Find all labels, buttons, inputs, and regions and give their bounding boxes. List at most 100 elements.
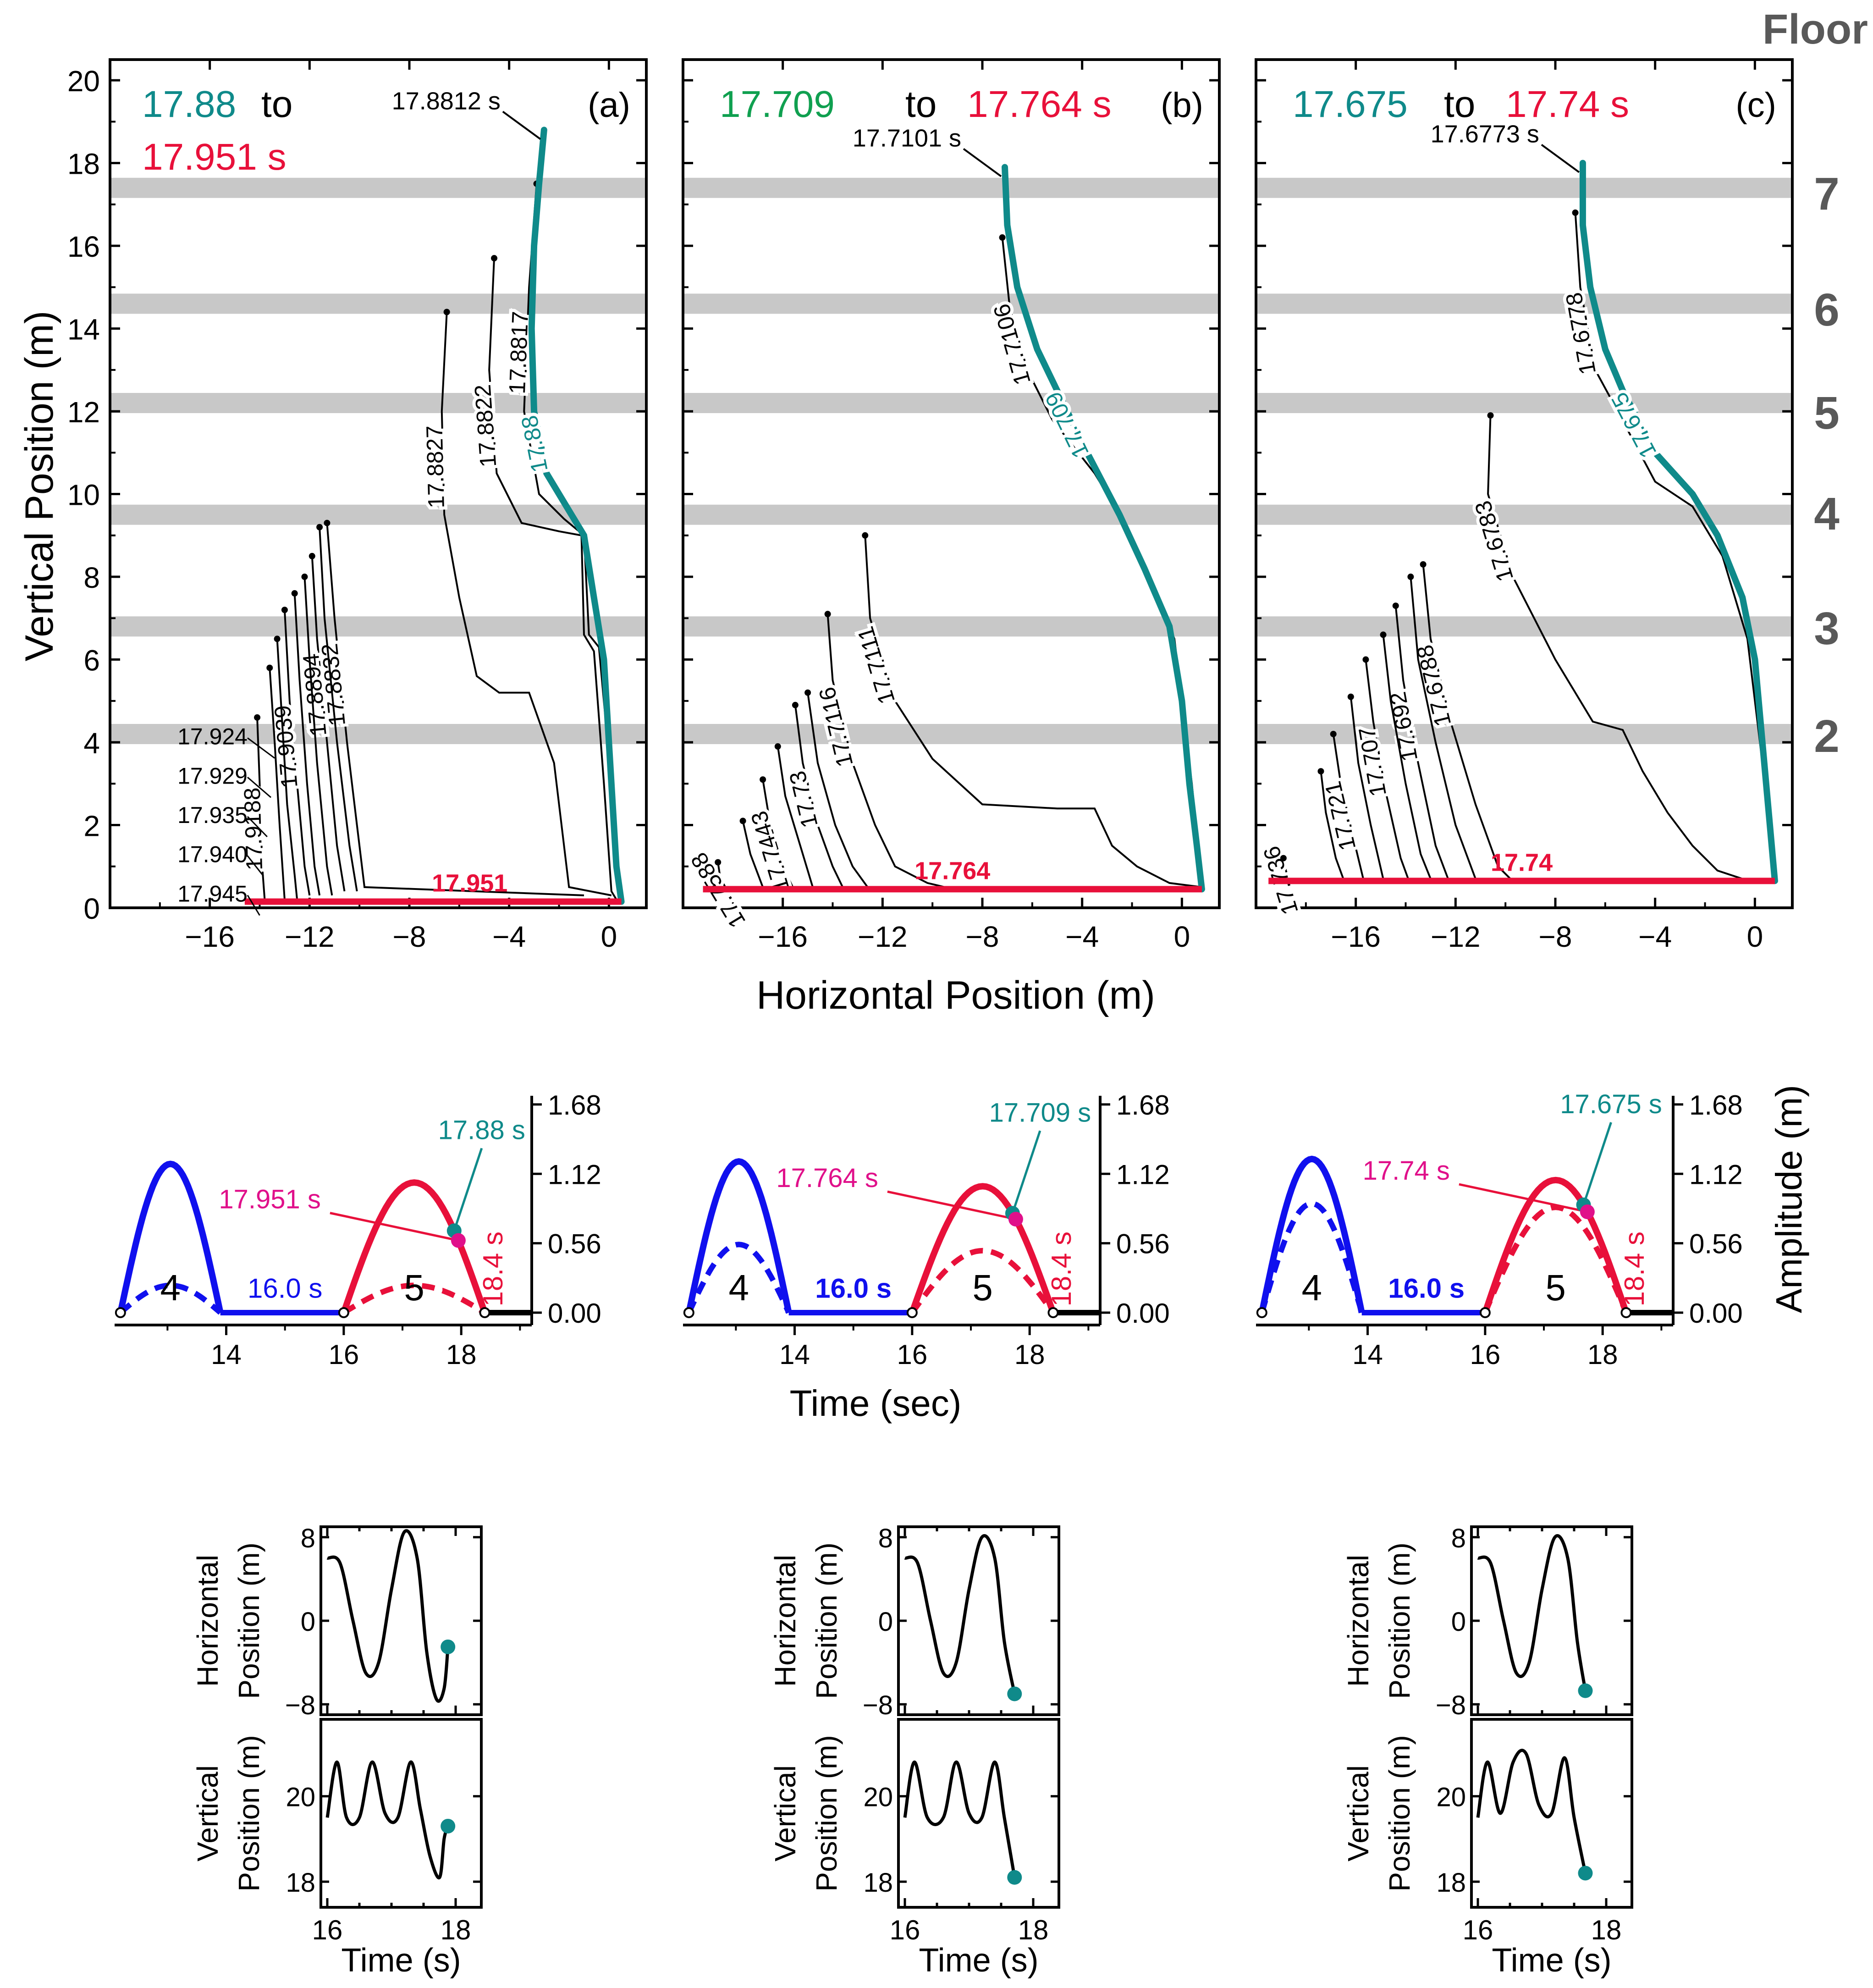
horiz-position-line: [326, 1529, 450, 1703]
trajectory-start-dot: [301, 574, 308, 580]
wave-y-tick-label: 1.68: [548, 1090, 601, 1121]
trajectory-line: [742, 821, 764, 888]
highlight-trajectory: [528, 127, 625, 905]
small-xlabel: Time (s): [919, 1942, 1038, 1979]
x-tick-label: −12: [858, 920, 908, 953]
vert-position-line: [325, 1760, 450, 1880]
trajectory-start-dot: [1280, 855, 1287, 861]
end-marker-dot: [1008, 1212, 1023, 1227]
pulse-4-dashed: [686, 1242, 792, 1314]
trajectory-line: [1487, 415, 1743, 880]
pulse-5-solid: [341, 1179, 488, 1314]
wave-x-tick-label: 16: [897, 1339, 927, 1370]
horiz-ylabel-line2: Position (m): [810, 1542, 843, 1699]
small-xlabel: Time (s): [1492, 1942, 1611, 1979]
pulse-4-solid: [685, 1158, 792, 1314]
wave-x-tick-label: 14: [1352, 1339, 1383, 1370]
x-tick-label: −8: [393, 920, 426, 953]
trajectory-line: [283, 610, 311, 896]
x-tick-label: −16: [758, 920, 808, 953]
horiz-position-line: [1477, 1534, 1587, 1691]
y-tick-label: 20: [67, 65, 100, 98]
start-marker-label: 17.88 s: [438, 1115, 525, 1145]
horiz-time-marker: [441, 1639, 456, 1654]
wave-y-tick-label: 0.56: [548, 1229, 601, 1259]
wave-x-tick-label: 18: [1587, 1339, 1618, 1370]
floor-band: [684, 723, 1218, 744]
horiz-ylabel-line1: Horizontal: [769, 1555, 802, 1687]
y-tick-label: 8: [83, 561, 100, 594]
y-tick-label: 18: [67, 148, 100, 181]
trajectory-line: [1422, 564, 1511, 880]
end-marker-leader: [1459, 1183, 1588, 1213]
pulse-endpoint: [338, 1307, 349, 1318]
pulse-gap-label: 16.0 s: [815, 1273, 892, 1304]
floor-band: [111, 504, 645, 525]
highlight-trajectory: [1579, 160, 1778, 884]
side-label-leader: [247, 777, 271, 798]
main-panel-a: −16 −12 −8 −4 00246810121416182017.881717.88…: [67, 58, 648, 953]
trajectory-start-dot: [739, 817, 746, 824]
horiz-y-tick-label: −8: [285, 1690, 315, 1720]
pulse-5-dashed: [1482, 1204, 1629, 1314]
top-label-leader: [502, 110, 541, 140]
horiz-y-tick-label: −8: [1436, 1690, 1466, 1720]
top-time-label: 17.6773 s: [1431, 121, 1539, 148]
horiz-y-tick-label: 0: [878, 1607, 893, 1637]
floor-band: [111, 177, 645, 198]
horiz-plot-frame: [897, 1525, 1060, 1716]
pulse-endpoint: [1620, 1307, 1632, 1318]
trajectory-start-dot: [281, 607, 288, 613]
highlight-trajectory: [1002, 164, 1205, 893]
trajectory-line: [1574, 212, 1776, 879]
pulse-number-5: 5: [1545, 1267, 1566, 1308]
pulse-5-dashed: [910, 1248, 1056, 1314]
wave-panel-c: 14 16 18 1.68 1.12 0.56 0.00 4 5 16.0 s 18.4 s 17.6…: [1256, 1089, 1743, 1370]
side-label-leader: [247, 855, 264, 877]
wave-y-tick-label: 0.56: [1116, 1229, 1170, 1259]
trajectory-start-dot: [862, 532, 869, 539]
wave-panel-a: 14 16 18 1.68 1.12 0.56 0.00 4 5 16.0 s 18.4 s 17.8…: [115, 1090, 601, 1370]
wave-y-tick-label: 1.12: [1689, 1159, 1743, 1190]
trajectory-start-dot: [1392, 602, 1399, 609]
trajectory-start-dot: [254, 714, 261, 721]
trajectory-label: 17.9188: [239, 787, 267, 871]
pulse-number-4: 4: [160, 1267, 181, 1308]
floor-band: [111, 616, 645, 637]
trajectory-start-dot: [1317, 768, 1324, 775]
wave-x-tick-label: 16: [1470, 1339, 1500, 1370]
pulse-endpoint: [683, 1307, 694, 1318]
x-tick-label: −12: [285, 920, 335, 953]
main-xlabel: Horizontal Position (m): [756, 973, 1155, 1017]
trajectory-start-dot: [774, 743, 781, 750]
small-x-tick-label: 16: [1463, 1915, 1493, 1945]
trajectory-label: 17.73: [784, 768, 823, 830]
trajectory-start-dot: [1407, 574, 1414, 580]
vert-ylabel-line2: Position (m): [1383, 1735, 1416, 1891]
plot-frame: [682, 58, 1221, 909]
horiz-ylabel-line1: Horizontal: [1342, 1555, 1375, 1687]
vert-plot-frame: [1470, 1718, 1633, 1909]
pulse-endpoint: [1256, 1307, 1267, 1318]
title-start-time: 17.675: [1293, 83, 1408, 125]
pulse-gap-label: 16.0 s: [248, 1273, 322, 1304]
x-tick-label: −16: [1331, 920, 1381, 953]
main-ylabel: Vertical Position (m): [17, 311, 61, 662]
pulse-endpoint: [479, 1307, 490, 1318]
top-time-label: 17.8812 s: [392, 87, 501, 115]
horiz-ylabel-line1: Horizontal: [191, 1555, 224, 1687]
wave-y-tick-label: 1.68: [1116, 1090, 1170, 1121]
title-start-time: 17.709: [720, 83, 835, 125]
pulse-5-solid: [909, 1183, 1057, 1314]
pulse-4-solid: [1258, 1155, 1365, 1314]
panel-letter: (b): [1161, 86, 1203, 125]
floor-labels: 7 6 5 4 3 2: [1814, 168, 1840, 762]
wave-y-tick-label: 0.56: [1689, 1229, 1743, 1259]
start-marker-leader: [453, 1148, 483, 1231]
top-time-label: 17.7101 s: [853, 125, 961, 152]
title-end-time: 17.74 s: [1506, 83, 1629, 125]
trajectory-start-dot: [999, 234, 1006, 241]
end-marker-dot: [451, 1233, 466, 1248]
